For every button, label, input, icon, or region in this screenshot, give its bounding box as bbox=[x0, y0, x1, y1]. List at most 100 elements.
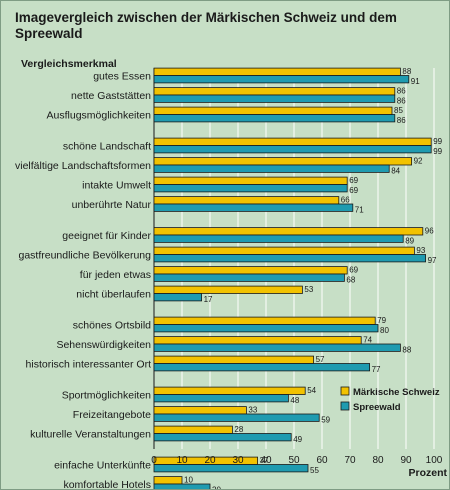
category-label: unberührte Natur bbox=[72, 199, 152, 211]
category-label: geeignet für Kinder bbox=[62, 230, 151, 242]
value-label: 92 bbox=[414, 157, 423, 166]
bar-spreewald bbox=[153, 75, 410, 84]
bar-spreewald bbox=[153, 184, 348, 193]
category-label: vielfältige Landschaftsformen bbox=[15, 160, 151, 172]
bar-spreewald bbox=[153, 164, 390, 173]
value-label: 88 bbox=[402, 345, 411, 354]
value-label: 54 bbox=[307, 386, 316, 395]
category-label: kulturelle Veranstaltungen bbox=[30, 429, 151, 441]
bar-spreewald bbox=[153, 343, 401, 352]
category-label: historisch interessanter Ort bbox=[26, 359, 152, 371]
category-label: komfortable Hotels bbox=[63, 479, 151, 489]
value-label: 88 bbox=[402, 67, 411, 76]
bar-spreewald bbox=[153, 483, 211, 489]
x-tick-label: 50 bbox=[288, 455, 300, 466]
bar-spreewald bbox=[153, 234, 404, 243]
value-label: 69 bbox=[349, 266, 358, 275]
value-label: 20 bbox=[212, 485, 221, 489]
value-label: 97 bbox=[428, 256, 437, 265]
x-tick-label: 30 bbox=[232, 455, 244, 466]
bar-spreewald bbox=[153, 413, 320, 422]
bar-spreewald bbox=[153, 433, 292, 442]
bar-maerkische-schweiz bbox=[153, 285, 303, 294]
legend-swatch-maerkische-schweiz bbox=[340, 386, 350, 396]
bar-maerkische-schweiz bbox=[153, 316, 376, 325]
bar-spreewald bbox=[153, 464, 309, 473]
value-label: 49 bbox=[293, 435, 302, 444]
value-label: 79 bbox=[377, 316, 386, 325]
x-tick-label: 100 bbox=[426, 455, 443, 466]
value-label: 84 bbox=[391, 166, 400, 175]
value-label: 66 bbox=[341, 196, 350, 205]
value-label: 99 bbox=[433, 147, 442, 156]
x-tick-label: 20 bbox=[204, 455, 216, 466]
legend-swatch-spreewald bbox=[340, 401, 350, 411]
bar-maerkische-schweiz bbox=[153, 476, 183, 485]
category-header: Vergleichsmerkmal bbox=[21, 58, 117, 70]
bar-spreewald bbox=[153, 324, 379, 333]
x-tick-label: 60 bbox=[316, 455, 328, 466]
category-label: schöne Landschaft bbox=[63, 141, 151, 153]
category-label: nicht überlaufen bbox=[76, 289, 151, 301]
value-label: 37 bbox=[260, 456, 269, 465]
value-label: 28 bbox=[234, 425, 243, 434]
value-label: 93 bbox=[416, 246, 425, 255]
x-tick-label: 0 bbox=[151, 455, 157, 466]
x-tick-label: 90 bbox=[400, 455, 412, 466]
value-label: 77 bbox=[372, 365, 381, 374]
bar-maerkische-schweiz bbox=[153, 266, 348, 275]
bar-spreewald bbox=[153, 273, 345, 282]
category-label: gutes Essen bbox=[93, 71, 151, 83]
bar-maerkische-schweiz bbox=[153, 176, 348, 185]
bar-maerkische-schweiz bbox=[153, 425, 233, 434]
value-label: 10 bbox=[184, 476, 193, 485]
value-label: 99 bbox=[433, 137, 442, 146]
value-label: 69 bbox=[349, 186, 358, 195]
bar-spreewald bbox=[153, 145, 432, 154]
chart-title: Imagevergleich zwischen der Märkischen S… bbox=[15, 10, 397, 41]
bar-spreewald bbox=[153, 394, 289, 403]
value-label: 71 bbox=[355, 205, 364, 214]
bar-maerkische-schweiz bbox=[153, 336, 362, 345]
value-label: 48 bbox=[290, 396, 299, 405]
bar-maerkische-schweiz bbox=[153, 355, 315, 364]
value-label: 68 bbox=[346, 275, 355, 284]
value-label: 80 bbox=[380, 326, 389, 335]
bar-maerkische-schweiz bbox=[153, 196, 340, 205]
value-label: 57 bbox=[316, 355, 325, 364]
value-label: 89 bbox=[405, 236, 414, 245]
bar-maerkische-schweiz bbox=[153, 386, 306, 395]
x-tick-label: 10 bbox=[176, 455, 188, 466]
category-label: intakte Umwelt bbox=[82, 180, 151, 192]
value-label: 55 bbox=[310, 466, 319, 475]
value-label: 96 bbox=[425, 227, 434, 236]
bar-maerkische-schweiz bbox=[153, 137, 432, 146]
bar-maerkische-schweiz bbox=[153, 67, 401, 76]
category-label: Freizeitangebote bbox=[73, 409, 151, 421]
category-label: gastfreundliche Bevölkerung bbox=[18, 250, 151, 262]
value-label: 74 bbox=[363, 336, 372, 345]
bar-spreewald bbox=[153, 114, 396, 123]
category-label: für jeden etwas bbox=[80, 269, 151, 281]
bar-spreewald bbox=[153, 203, 354, 212]
legend-label: Spreewald bbox=[353, 402, 401, 413]
bar-maerkische-schweiz bbox=[153, 157, 413, 166]
bar-maerkische-schweiz bbox=[153, 106, 393, 115]
value-label: 17 bbox=[204, 295, 213, 304]
value-label: 91 bbox=[411, 77, 420, 86]
x-tick-label: 40 bbox=[260, 455, 272, 466]
value-label: 59 bbox=[321, 415, 330, 424]
category-label: einfache Unterkünfte bbox=[54, 460, 151, 472]
x-axis-label: Prozent bbox=[408, 467, 447, 479]
bar-maerkische-schweiz bbox=[153, 406, 247, 415]
x-tick-label: 80 bbox=[372, 455, 384, 466]
category-label: nette Gaststätten bbox=[71, 90, 151, 102]
value-label: 86 bbox=[397, 116, 406, 125]
bar-spreewald bbox=[153, 293, 202, 302]
category-label: Ausflugsmöglichkeiten bbox=[47, 110, 152, 122]
value-label: 86 bbox=[397, 87, 406, 96]
legend-label: Märkische Schweiz bbox=[353, 387, 440, 398]
value-label: 33 bbox=[248, 406, 257, 415]
